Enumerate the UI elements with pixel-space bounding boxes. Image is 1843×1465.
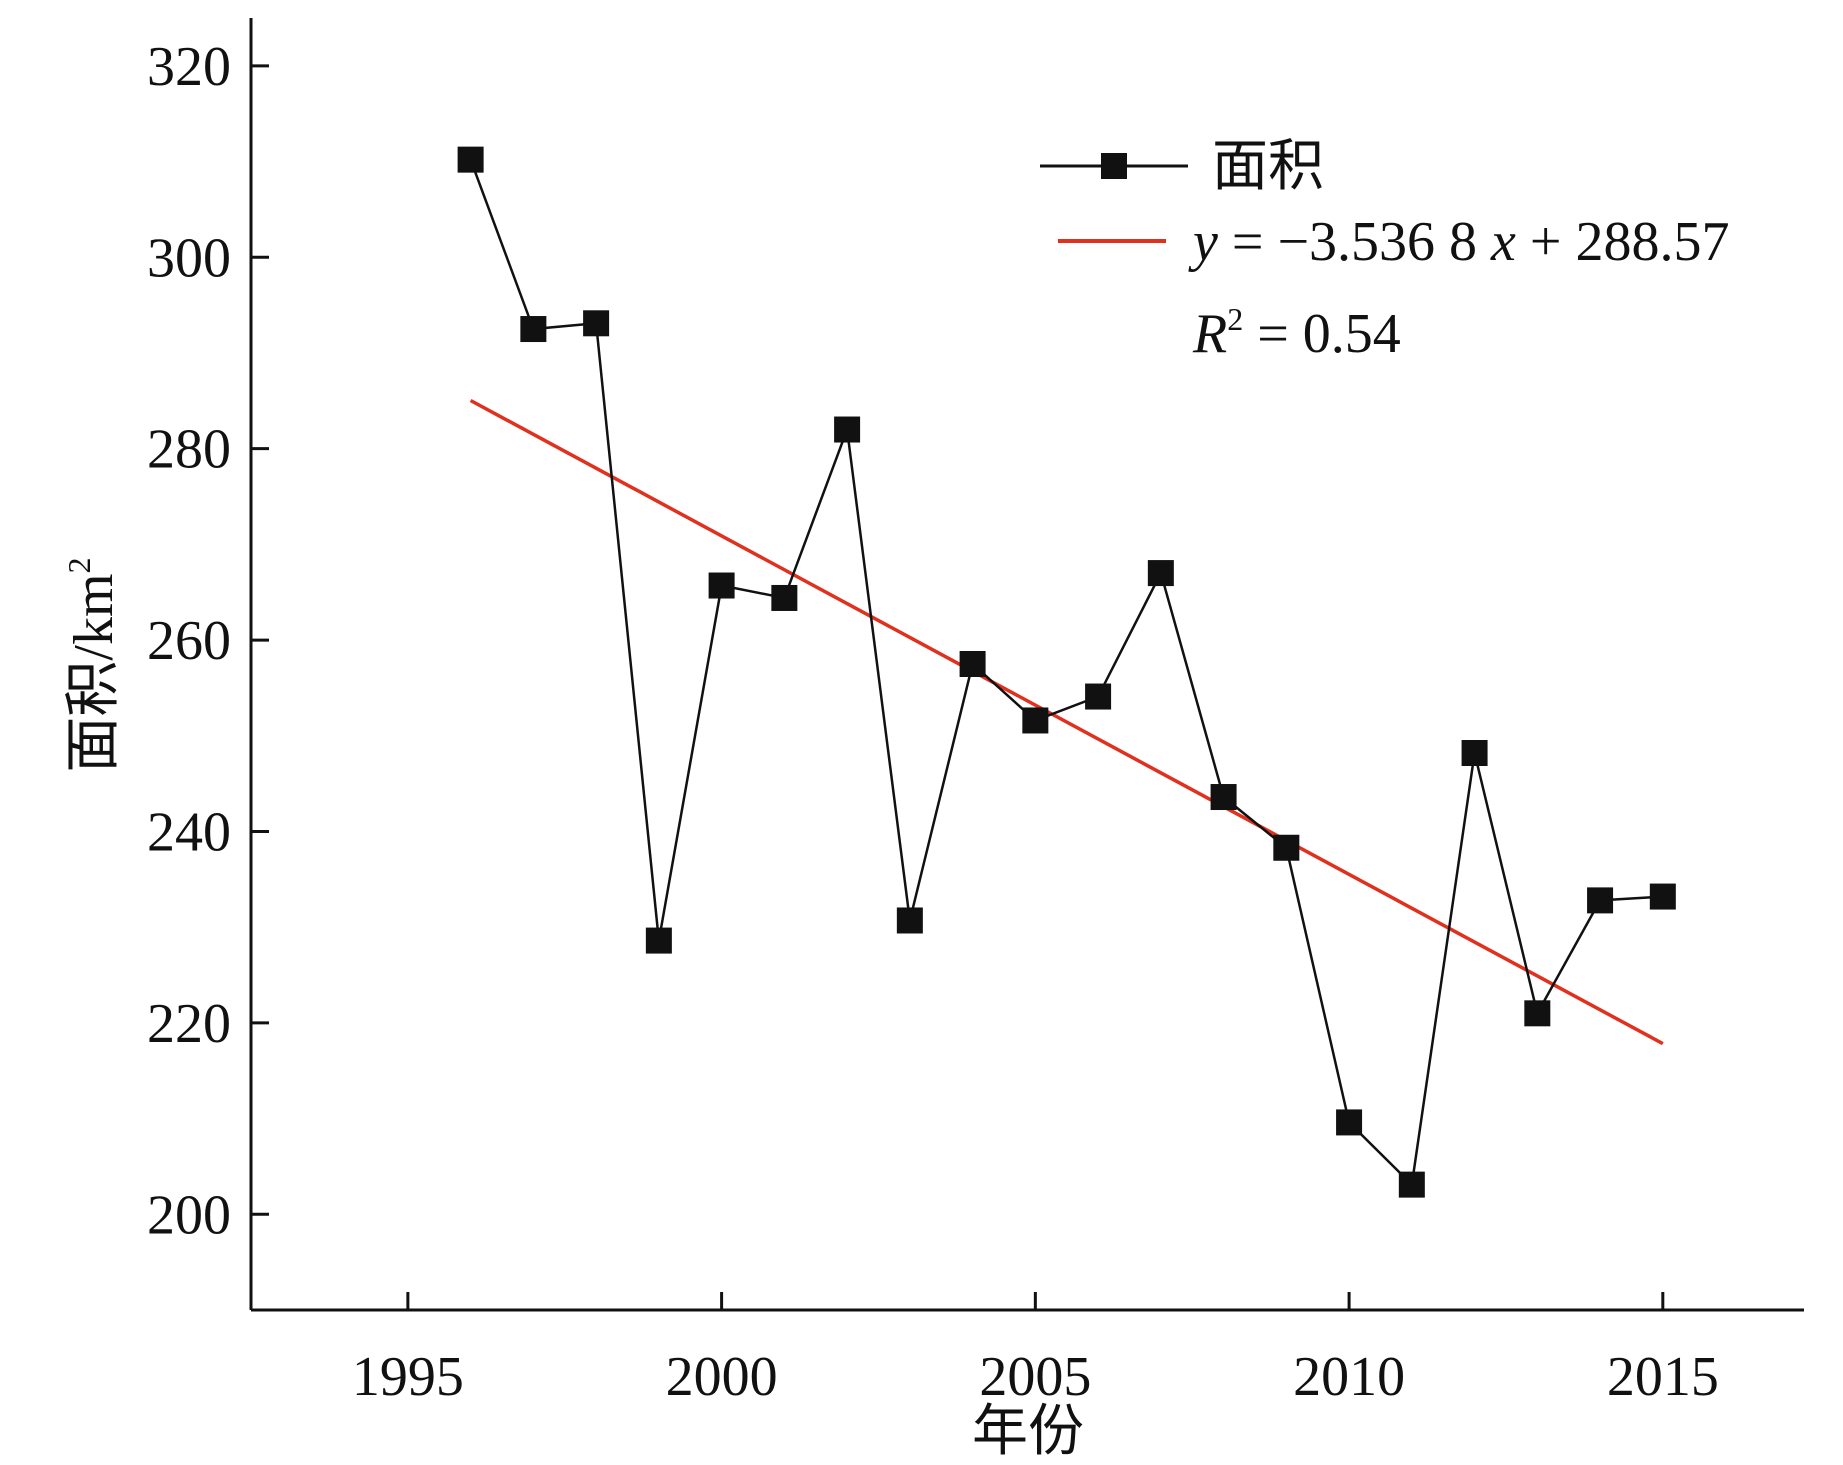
data-point bbox=[457, 146, 484, 173]
x-tick-label: 1995 bbox=[352, 1346, 464, 1408]
data-point bbox=[645, 927, 672, 954]
data-point bbox=[708, 572, 735, 599]
y-tick-label: 220 bbox=[147, 993, 231, 1055]
x-tick-label: 2015 bbox=[1607, 1346, 1719, 1408]
x-axis-label: 年份 bbox=[972, 1401, 1084, 1463]
legend-r-squared: R2 = 0.54 bbox=[1192, 301, 1401, 365]
y-tick-label: 300 bbox=[147, 227, 231, 289]
series-layer bbox=[457, 146, 1676, 1198]
data-point bbox=[1022, 707, 1049, 734]
data-point bbox=[834, 416, 861, 443]
data-point bbox=[1085, 683, 1112, 710]
trendline-layer bbox=[469, 398, 1664, 1046]
y-tick-label: 320 bbox=[147, 36, 231, 98]
data-point bbox=[1587, 887, 1614, 914]
data-point bbox=[896, 907, 923, 934]
legend: 面积 y = −3.536 8 x + 288.57 R2 = 0.54 bbox=[1040, 136, 1729, 365]
data-point bbox=[1398, 1171, 1425, 1198]
data-point bbox=[771, 584, 798, 611]
data-point bbox=[1147, 560, 1174, 587]
y-tick-label: 260 bbox=[147, 610, 231, 672]
y-tick-label: 200 bbox=[147, 1184, 231, 1246]
legend-series-marker bbox=[1101, 153, 1127, 179]
trendline bbox=[469, 398, 1664, 1046]
legend-trend-equation: y = −3.536 8 x + 288.57 bbox=[1188, 211, 1729, 273]
data-point bbox=[520, 316, 547, 343]
legend-series-label: 面积 bbox=[1212, 136, 1324, 198]
y-tick-label: 280 bbox=[147, 419, 231, 481]
data-point bbox=[1273, 834, 1300, 861]
series-line bbox=[469, 159, 1663, 1188]
x-tick-label: 2000 bbox=[666, 1346, 778, 1408]
y-tick-label: 240 bbox=[147, 801, 231, 863]
x-tick-label: 2010 bbox=[1293, 1346, 1405, 1408]
data-point bbox=[1524, 1000, 1551, 1027]
data-point bbox=[959, 651, 986, 677]
data-point bbox=[1336, 1109, 1363, 1136]
axes: 200 220 240 260 280 300 320 1995 2000 2005 2010 201… bbox=[147, 18, 1804, 1408]
y-axis-label: 面积/km2 bbox=[61, 557, 125, 772]
data-point bbox=[1461, 740, 1488, 767]
data-point bbox=[1649, 883, 1676, 910]
x-tick-label: 2005 bbox=[979, 1346, 1091, 1408]
data-point bbox=[1210, 784, 1237, 811]
data-point bbox=[583, 310, 610, 337]
